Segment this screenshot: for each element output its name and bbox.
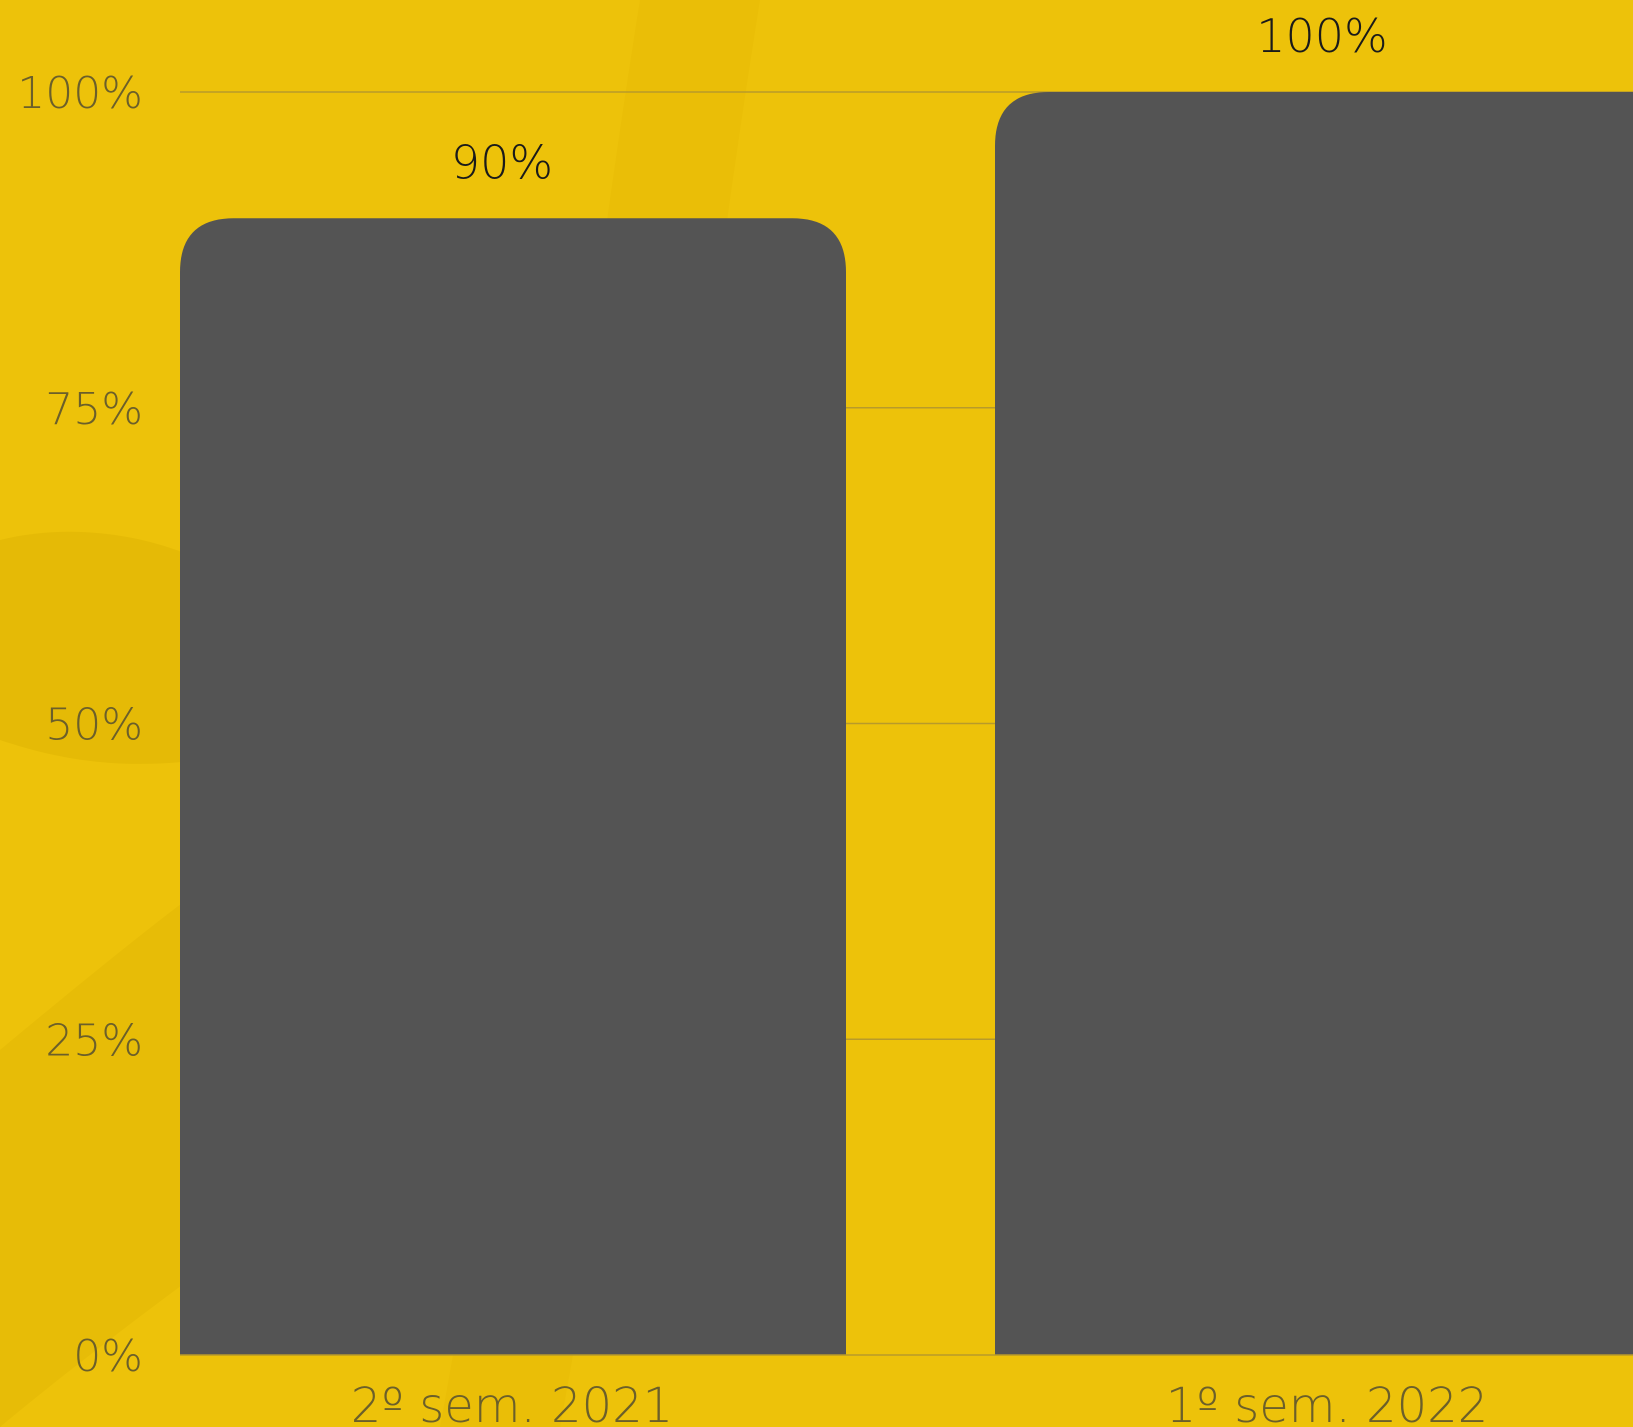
data-label: 90% [451,135,553,189]
y-axis-ticks: 0% 25% 50% 75% 100% [17,68,143,1382]
x-tick-label: 2º sem. 2021 [351,1378,673,1427]
y-tick-label: 75% [45,384,143,435]
y-tick-label: 50% [45,700,143,751]
data-label: 100% [1256,9,1388,63]
data-labels: 90% 100% [451,9,1388,189]
y-tick-label: 0% [73,1331,143,1382]
bar-1 [180,218,846,1355]
x-axis-ticks: 2º sem. 2021 1º sem. 2022 [351,1378,1488,1427]
bar-2 [995,92,1633,1355]
y-tick-label: 100% [17,68,143,119]
y-tick-label: 25% [45,1015,143,1066]
x-tick-label: 1º sem. 2022 [1166,1378,1488,1427]
bars [180,92,1633,1355]
